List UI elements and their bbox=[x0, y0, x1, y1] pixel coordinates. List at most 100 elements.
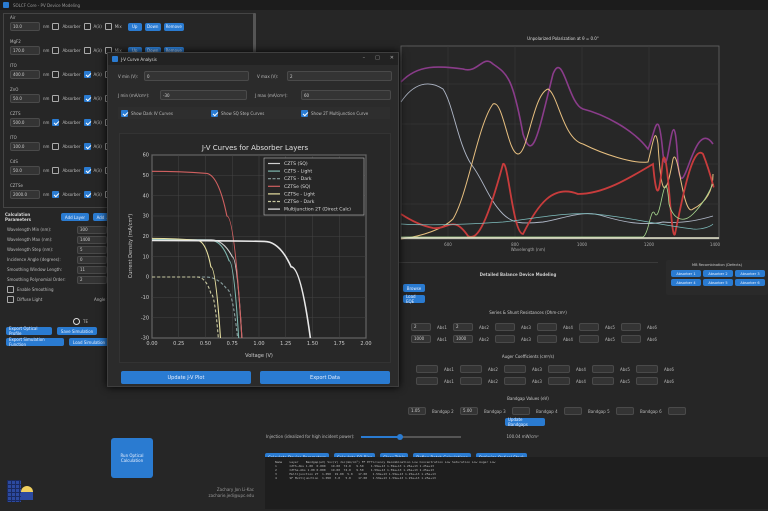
rsh-input[interactable]: 1000 bbox=[411, 335, 431, 343]
absorptance-checkbox[interactable] bbox=[83, 143, 91, 150]
auger-p-input[interactable] bbox=[460, 377, 482, 385]
remove-layer-button[interactable]: Remove bbox=[163, 22, 184, 31]
absorptance-checkbox[interactable] bbox=[83, 167, 91, 174]
bandgap-input[interactable]: 5.00 bbox=[460, 407, 478, 415]
rsh-input[interactable] bbox=[579, 335, 599, 343]
absorptance-checkbox[interactable] bbox=[83, 71, 91, 78]
rs-input[interactable] bbox=[495, 323, 515, 331]
absorber-2-button[interactable]: Absorber 2 bbox=[703, 270, 733, 277]
injection-slider[interactable] bbox=[360, 433, 461, 440]
absorber-checkbox[interactable] bbox=[52, 47, 60, 54]
absorber-6-button[interactable]: Absorber 6 bbox=[735, 279, 765, 286]
absorptance-checkbox[interactable] bbox=[83, 23, 91, 30]
absorptance-checkbox[interactable] bbox=[83, 119, 91, 126]
run-optical-calculation-button[interactable]: Run Optical Calculation bbox=[111, 438, 153, 478]
auger-p-input[interactable] bbox=[548, 377, 570, 385]
move-up-button[interactable]: Up bbox=[127, 46, 142, 55]
update-bandgaps-button[interactable]: Update Bandgaps bbox=[505, 417, 545, 427]
param-input[interactable]: 5 bbox=[77, 245, 107, 254]
auger-n-input[interactable] bbox=[592, 365, 614, 373]
add-layer-button[interactable]: Add Layer bbox=[61, 213, 89, 221]
absorber-checkbox[interactable] bbox=[52, 191, 60, 198]
export-optical-profile-button[interactable]: Export Optical Profile bbox=[6, 326, 52, 336]
vmin-input[interactable]: 0 bbox=[144, 71, 249, 81]
export-simulation-function-button[interactable]: Export Simulation Function bbox=[6, 337, 64, 347]
absorber-5-button[interactable]: Absorber 5 bbox=[703, 279, 733, 286]
remove-layer-button[interactable]: Remove bbox=[163, 46, 184, 55]
rsh-input[interactable] bbox=[495, 335, 515, 343]
auger-n-input[interactable] bbox=[548, 365, 570, 373]
move-up-button[interactable]: Up bbox=[127, 22, 142, 31]
export-data-button[interactable]: Export Data bbox=[260, 371, 390, 384]
bandgap-input[interactable] bbox=[616, 407, 634, 415]
rs-input[interactable] bbox=[537, 323, 557, 331]
auger-p-input[interactable] bbox=[636, 377, 658, 385]
auger-n-input[interactable] bbox=[416, 365, 438, 373]
absorber-checkbox[interactable] bbox=[52, 143, 60, 150]
jmax-input[interactable]: 60 bbox=[301, 90, 391, 100]
show-2t-multijunction-checkbox[interactable] bbox=[301, 109, 308, 117]
results-console[interactable]: Name Layer Bandgap(eV) Voc(V) Jsc(mA/cm²… bbox=[265, 457, 768, 509]
show-dark-iv-checkbox[interactable] bbox=[121, 109, 128, 117]
rs-input[interactable] bbox=[579, 323, 599, 331]
rsh-input[interactable]: 1000 bbox=[453, 335, 473, 343]
add-button[interactable]: Add ... bbox=[93, 213, 113, 221]
rsh-input[interactable] bbox=[537, 335, 557, 343]
browse-button[interactable]: Browse bbox=[403, 284, 425, 292]
param-input[interactable]: 11 bbox=[77, 265, 107, 274]
layer-thickness-input[interactable]: 100.0 bbox=[10, 142, 40, 151]
bandgap-input[interactable] bbox=[512, 407, 530, 415]
jmin-input[interactable]: -30 bbox=[160, 90, 247, 100]
absorptance-checkbox[interactable] bbox=[83, 191, 91, 198]
rs-input[interactable]: 2 bbox=[453, 323, 473, 331]
save-simulation-button[interactable]: Save Simulation bbox=[57, 327, 97, 335]
param-input[interactable]: 1400 bbox=[77, 235, 107, 244]
absorber-checkbox[interactable] bbox=[52, 71, 60, 78]
bandgap-input[interactable] bbox=[668, 407, 686, 415]
te-radio[interactable] bbox=[73, 318, 80, 325]
auger-n-input[interactable] bbox=[504, 365, 526, 373]
layer-thickness-input[interactable]: 170.0 bbox=[10, 46, 40, 55]
auger-p-input[interactable] bbox=[592, 377, 614, 385]
layer-thickness-input[interactable]: 2000.0 bbox=[10, 190, 40, 199]
auger-n-input[interactable] bbox=[460, 365, 482, 373]
auger-n-input[interactable] bbox=[636, 365, 658, 373]
move-down-button[interactable]: Down bbox=[144, 22, 161, 31]
absorber-checkbox[interactable] bbox=[52, 95, 60, 102]
absorber-1-button[interactable]: Absorber 1 bbox=[671, 270, 701, 277]
absorptance-checkbox[interactable] bbox=[83, 47, 91, 54]
bandgap-input[interactable] bbox=[564, 407, 582, 415]
diffuse-light-checkbox[interactable] bbox=[7, 296, 14, 303]
rs-input[interactable] bbox=[621, 323, 641, 331]
absorptance-checkbox[interactable] bbox=[83, 95, 91, 102]
absorber-3-button[interactable]: Absorber 3 bbox=[735, 270, 765, 277]
load-eqe-button[interactable]: Load EQE bbox=[403, 294, 425, 304]
param-input[interactable]: 300 bbox=[77, 225, 107, 234]
absorber-checkbox[interactable] bbox=[52, 119, 60, 126]
load-simulation-button[interactable]: Load Simulation bbox=[69, 338, 109, 346]
rsh-input[interactable] bbox=[621, 335, 641, 343]
vmax-input[interactable]: 2 bbox=[287, 71, 392, 81]
absorber-checkbox[interactable] bbox=[52, 23, 60, 30]
layer-thickness-input[interactable]: 400.0 bbox=[10, 70, 40, 79]
absorber-4-button[interactable]: Absorber 4 bbox=[671, 279, 701, 286]
maximize-icon[interactable]: □ bbox=[375, 55, 380, 61]
bandgap-input[interactable]: 1.05 bbox=[408, 407, 426, 415]
layer-thickness-input[interactable]: 50.0 bbox=[10, 94, 40, 103]
layer-thickness-input[interactable]: 50.0 bbox=[10, 166, 40, 175]
layer-scrollbar[interactable] bbox=[253, 13, 256, 73]
param-input[interactable]: 2 bbox=[77, 275, 107, 284]
close-icon[interactable]: ✕ bbox=[389, 55, 394, 61]
enable-smoothing-checkbox[interactable] bbox=[7, 286, 14, 293]
rs-input[interactable]: 2 bbox=[411, 323, 431, 331]
layer-thickness-input[interactable]: 10.0 bbox=[10, 22, 40, 31]
minimize-icon[interactable]: – bbox=[362, 55, 366, 61]
mix-checkbox[interactable] bbox=[104, 23, 112, 30]
show-sq-step-checkbox[interactable] bbox=[211, 109, 218, 117]
auger-p-input[interactable] bbox=[416, 377, 438, 385]
param-input[interactable]: 0 bbox=[77, 255, 107, 264]
move-down-button[interactable]: Down bbox=[144, 46, 161, 55]
auger-p-input[interactable] bbox=[504, 377, 526, 385]
update-jv-plot-button[interactable]: Update J-V Plot bbox=[121, 371, 251, 384]
absorber-checkbox[interactable] bbox=[52, 167, 60, 174]
